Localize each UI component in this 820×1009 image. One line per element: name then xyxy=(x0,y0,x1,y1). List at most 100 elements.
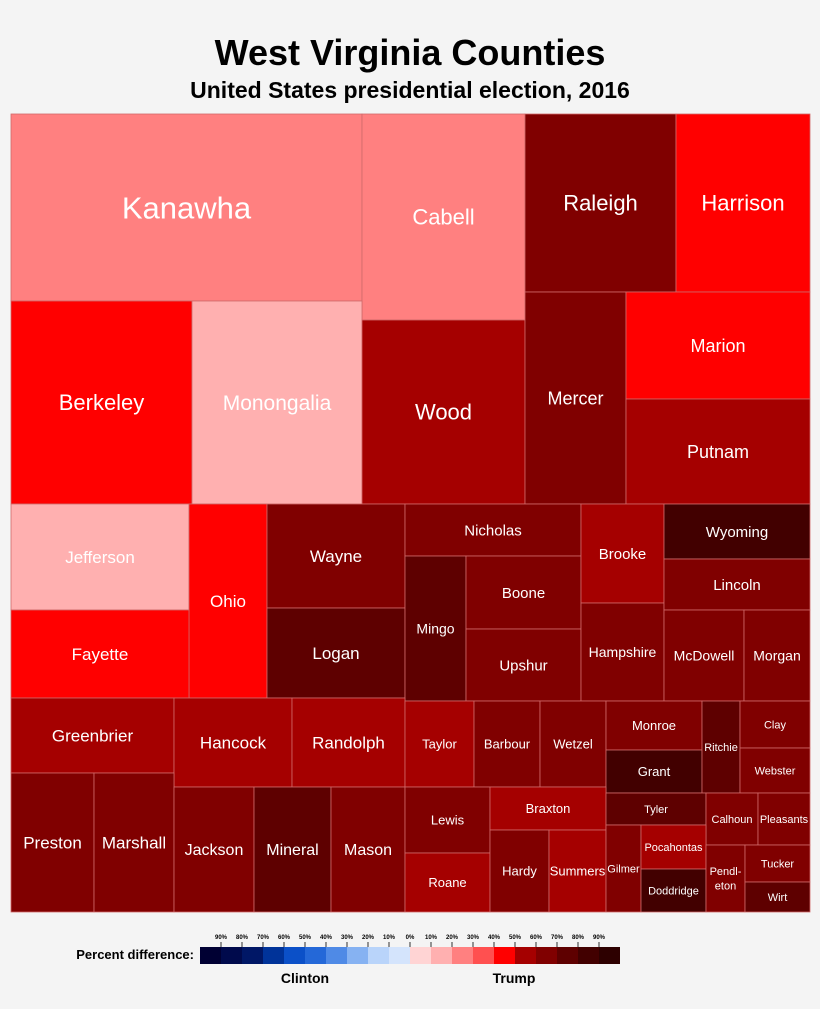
county-tile-mineral xyxy=(253,786,332,913)
county-label-morgan: Morgan xyxy=(753,647,800,663)
legend-swatch-trump-0 xyxy=(410,947,431,964)
county-tile-taylor xyxy=(404,700,475,788)
legend-tick-label-7: 20% xyxy=(362,935,375,941)
county-label-wyoming: Wyoming xyxy=(706,524,768,541)
legend-tick-label-10: 10% xyxy=(425,935,438,941)
county-label-pleasants: Pleasants xyxy=(760,814,809,826)
county-tile-wood xyxy=(361,319,526,505)
county-label-ritchie: Ritchie xyxy=(704,742,738,754)
county-tile-pendl-eton xyxy=(705,844,746,913)
county-label-lewis: Lewis xyxy=(431,813,465,828)
legend-swatch-clinton-5 xyxy=(305,947,326,964)
legend-swatch-clinton-4 xyxy=(284,947,305,964)
county-label-calhoun: Calhoun xyxy=(712,814,753,826)
county-label-boone: Boone xyxy=(502,585,545,602)
county-tile-lewis xyxy=(404,786,491,854)
legend-tick-label-4: 50% xyxy=(299,935,312,941)
county-label-wetzel: Wetzel xyxy=(553,737,593,752)
legend-swatch-clinton-0 xyxy=(200,947,221,964)
county-label-hancock: Hancock xyxy=(200,733,267,752)
county-label-hardy: Hardy xyxy=(502,864,537,879)
legend-swatch-clinton-8 xyxy=(368,947,389,964)
legend-swatch-trump-6 xyxy=(536,947,557,964)
county-tile-jackson xyxy=(173,786,255,913)
legend-swatch-trump-3 xyxy=(473,947,494,964)
chart-subtitle: United States presidential election, 201… xyxy=(190,77,630,103)
county-tile-harrison xyxy=(675,113,811,293)
county-tile-marshall xyxy=(93,772,175,913)
legend-swatch-trump-5 xyxy=(515,947,536,964)
county-tile-mcdowell xyxy=(663,609,745,702)
county-label-summers: Summers xyxy=(550,864,606,879)
county-tile-nicholas xyxy=(404,503,582,557)
legend-swatch-clinton-1 xyxy=(221,947,242,964)
legend-swatch-clinton-9 xyxy=(389,947,410,964)
legend-label: Percent difference: xyxy=(76,947,194,962)
county-label-clay: Clay xyxy=(764,719,787,731)
county-tile-grant xyxy=(605,749,703,794)
county-tile-barbour xyxy=(473,700,541,788)
county-tile-braxton xyxy=(489,786,607,831)
county-tile-preston xyxy=(10,772,95,913)
county-label-tyler: Tyler xyxy=(644,804,668,816)
legend-swatch-trump-7 xyxy=(557,947,578,964)
county-label-logan: Logan xyxy=(312,644,359,663)
county-label-wood: Wood xyxy=(415,400,472,425)
county-tile-tucker xyxy=(744,844,811,883)
county-tile-jefferson xyxy=(10,503,190,611)
county-label-hampshire: Hampshire xyxy=(589,644,657,660)
county-label-mcdowell: McDowell xyxy=(674,647,735,663)
county-tile-lincoln xyxy=(663,558,811,611)
legend-trump-label: Trump xyxy=(493,970,536,986)
legend-tick-label-9: 0% xyxy=(406,935,415,941)
legend-tick-label-14: 50% xyxy=(509,935,522,941)
county-label-mineral: Mineral xyxy=(266,842,318,859)
county-label-mercer: Mercer xyxy=(547,388,603,408)
county-label-greenbrier: Greenbrier xyxy=(52,726,134,745)
county-tile-raleigh xyxy=(524,113,677,293)
county-tile-wayne xyxy=(266,503,406,609)
county-tile-marion xyxy=(625,291,811,400)
county-tile-pleasants xyxy=(757,792,811,846)
legend-tick-label-8: 10% xyxy=(383,935,396,941)
county-label-brooke: Brooke xyxy=(599,546,647,563)
county-tile-tyler xyxy=(605,792,707,826)
county-label-harrison: Harrison xyxy=(701,191,784,216)
county-label-marion: Marion xyxy=(690,336,745,356)
county-label-taylor: Taylor xyxy=(422,737,457,752)
county-label-raleigh: Raleigh xyxy=(563,191,638,216)
county-label-tucker: Tucker xyxy=(761,858,795,870)
county-label-putnam: Putnam xyxy=(687,442,749,462)
county-label-nicholas: Nicholas xyxy=(464,522,522,539)
legend-tick-label-15: 60% xyxy=(530,935,543,941)
legend-tick-label-11: 20% xyxy=(446,935,459,941)
county-tile-roane xyxy=(404,852,491,913)
county-tile-morgan xyxy=(743,609,811,702)
county-label-mingo: Mingo xyxy=(416,620,454,636)
county-tile-boone xyxy=(465,555,582,630)
county-label-preston: Preston xyxy=(23,833,82,852)
county-label-ohio: Ohio xyxy=(210,592,246,611)
legend-swatch-trump-1 xyxy=(431,947,452,964)
legend-tick-label-13: 40% xyxy=(488,935,501,941)
county-label-upshur: Upshur xyxy=(499,657,547,674)
county-tile-ritchie xyxy=(701,700,741,794)
county-tile-doddridge xyxy=(640,868,707,913)
county-label-mason: Mason xyxy=(344,842,392,859)
county-tile-clay xyxy=(739,700,811,749)
county-tile-mason xyxy=(330,786,406,913)
county-tile-fayette xyxy=(10,609,190,699)
county-label-wirt: Wirt xyxy=(768,892,788,904)
county-label-doddridge: Doddridge xyxy=(648,885,699,897)
legend-swatch-trump-2 xyxy=(452,947,473,964)
county-label-jackson: Jackson xyxy=(185,842,244,859)
legend-swatch-clinton-7 xyxy=(347,947,368,964)
county-label-randolph: Randolph xyxy=(312,733,385,752)
legend-tick-label-2: 70% xyxy=(257,935,270,941)
legend-tick-label-5: 40% xyxy=(320,935,333,941)
county-tile-wyoming xyxy=(663,503,811,560)
legend-tick-label-17: 80% xyxy=(572,935,585,941)
county-label-braxton: Braxton xyxy=(526,801,571,816)
legend-tick-label-12: 30% xyxy=(467,935,480,941)
chart-title: West Virginia Counties xyxy=(214,32,606,73)
